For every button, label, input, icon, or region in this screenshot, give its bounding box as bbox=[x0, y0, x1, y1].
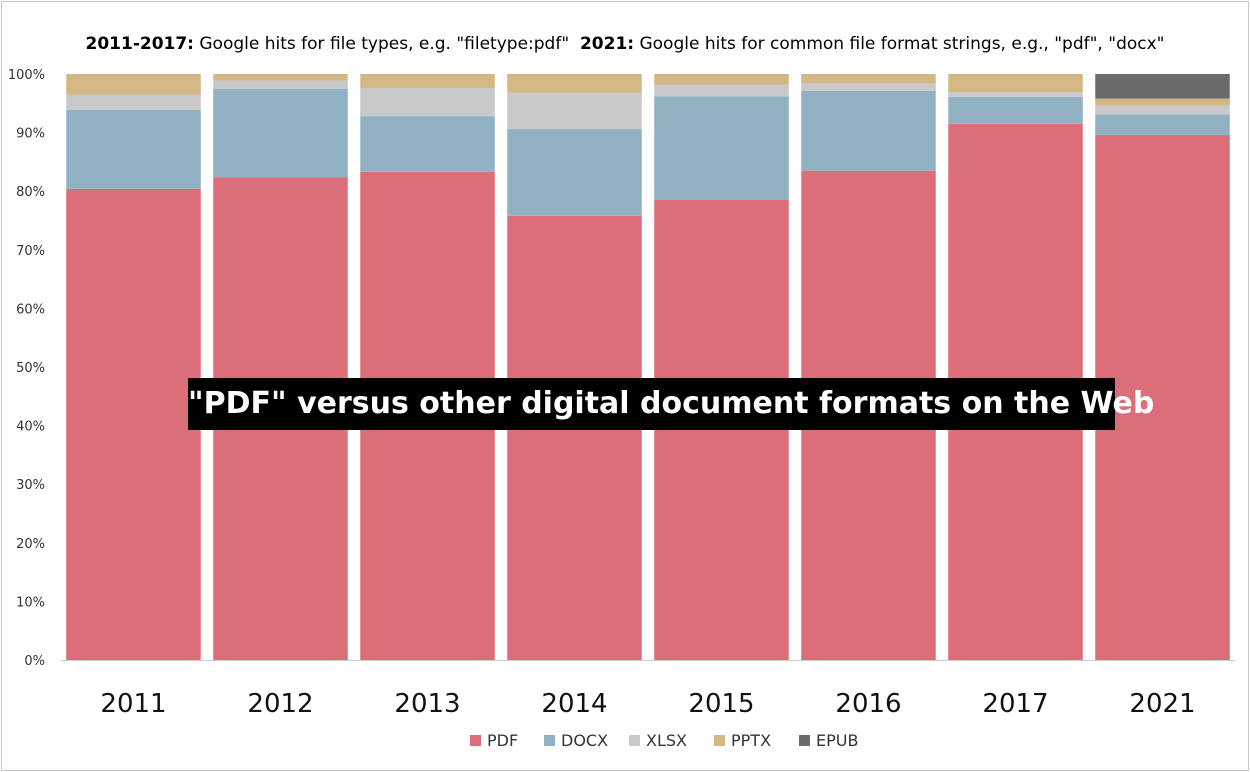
bar-segment-xlsx-2013 bbox=[360, 88, 495, 117]
x-tick-label: 2011 bbox=[100, 689, 166, 719]
y-tick-label: 70% bbox=[16, 244, 45, 259]
bar-segment-docx-2011 bbox=[66, 109, 201, 189]
bar-segment-docx-2016 bbox=[801, 90, 936, 171]
x-tick-label: 2013 bbox=[394, 689, 460, 719]
legend-label-pptx: PPTX bbox=[731, 731, 771, 750]
legend-label-epub: EPUB bbox=[816, 731, 858, 750]
bar-segment-pptx-2015 bbox=[654, 74, 789, 85]
y-tick-label: 0% bbox=[24, 654, 45, 669]
bar-segment-pptx-2012 bbox=[213, 74, 348, 81]
overlay-label: "PDF" versus other digital document form… bbox=[188, 378, 1154, 430]
x-tick-label: 2021 bbox=[1129, 689, 1195, 719]
title-part-1-bold: 2011-2017: bbox=[85, 34, 194, 54]
x-tick-label: 2017 bbox=[982, 689, 1048, 719]
y-tick-label: 10% bbox=[16, 595, 45, 610]
y-tick-label: 20% bbox=[16, 537, 45, 552]
x-tick-label: 2016 bbox=[835, 689, 901, 719]
bar-segment-docx-2015 bbox=[654, 96, 789, 200]
bar-segment-xlsx-2017 bbox=[948, 92, 1083, 97]
bar-segment-pptx-2011 bbox=[66, 74, 201, 95]
y-tick-label: 90% bbox=[16, 127, 45, 142]
legend-swatch-epub bbox=[799, 735, 810, 746]
bar-segment-docx-2021 bbox=[1095, 114, 1230, 135]
bar-segment-xlsx-2021 bbox=[1095, 105, 1230, 115]
legend-swatch-pdf bbox=[470, 735, 481, 746]
bar-segment-pptx-2013 bbox=[360, 74, 495, 89]
bar-segment-pdf-2014 bbox=[507, 215, 642, 660]
bar-segment-xlsx-2011 bbox=[66, 94, 201, 110]
bar-segment-xlsx-2016 bbox=[801, 83, 936, 91]
bar-segment-xlsx-2015 bbox=[654, 84, 789, 97]
bar-segment-pptx-2014 bbox=[507, 74, 642, 93]
legend-label-docx: DOCX bbox=[561, 731, 608, 750]
bar-segment-pdf-2021 bbox=[1095, 134, 1230, 661]
bar-segment-pptx-2016 bbox=[801, 74, 936, 84]
y-tick-label: 40% bbox=[16, 420, 45, 435]
bar-segment-epub-2021 bbox=[1095, 74, 1230, 99]
bar-segment-pptx-2017 bbox=[948, 74, 1083, 93]
x-tick-label: 2014 bbox=[541, 689, 607, 719]
legend-label-xlsx: XLSX bbox=[646, 731, 687, 750]
bar-segment-pdf-2011 bbox=[66, 188, 201, 660]
legend-swatch-xlsx bbox=[629, 735, 640, 746]
y-tick-label: 50% bbox=[16, 361, 45, 376]
x-tick-label: 2015 bbox=[688, 689, 754, 719]
y-tick-label: 100% bbox=[8, 68, 45, 83]
legend-label-pdf: PDF bbox=[487, 731, 518, 750]
y-tick-label: 60% bbox=[16, 302, 45, 317]
title-part-2-text: Google hits for common file format strin… bbox=[634, 34, 1165, 54]
y-tick-label: 30% bbox=[16, 478, 45, 493]
title-part-2-bold: 2021: bbox=[579, 34, 635, 54]
title-part-1-text: Google hits for file types, e.g. "filety… bbox=[193, 34, 580, 54]
bar-segment-docx-2013 bbox=[360, 116, 495, 172]
x-tick-label: 2012 bbox=[247, 689, 313, 719]
bar-segment-xlsx-2014 bbox=[507, 92, 642, 130]
bar-segment-docx-2014 bbox=[507, 129, 642, 216]
legend-swatch-pptx bbox=[714, 735, 725, 746]
chart-title: 2011-2017: Google hits for file types, e… bbox=[0, 34, 1250, 54]
legend-swatch-docx bbox=[544, 735, 555, 746]
bar-segment-pptx-2021 bbox=[1095, 98, 1230, 106]
bar-segment-xlsx-2012 bbox=[213, 80, 348, 89]
y-tick-label: 80% bbox=[16, 185, 45, 200]
bar-segment-docx-2012 bbox=[213, 88, 348, 178]
bar-segment-docx-2017 bbox=[948, 96, 1083, 124]
